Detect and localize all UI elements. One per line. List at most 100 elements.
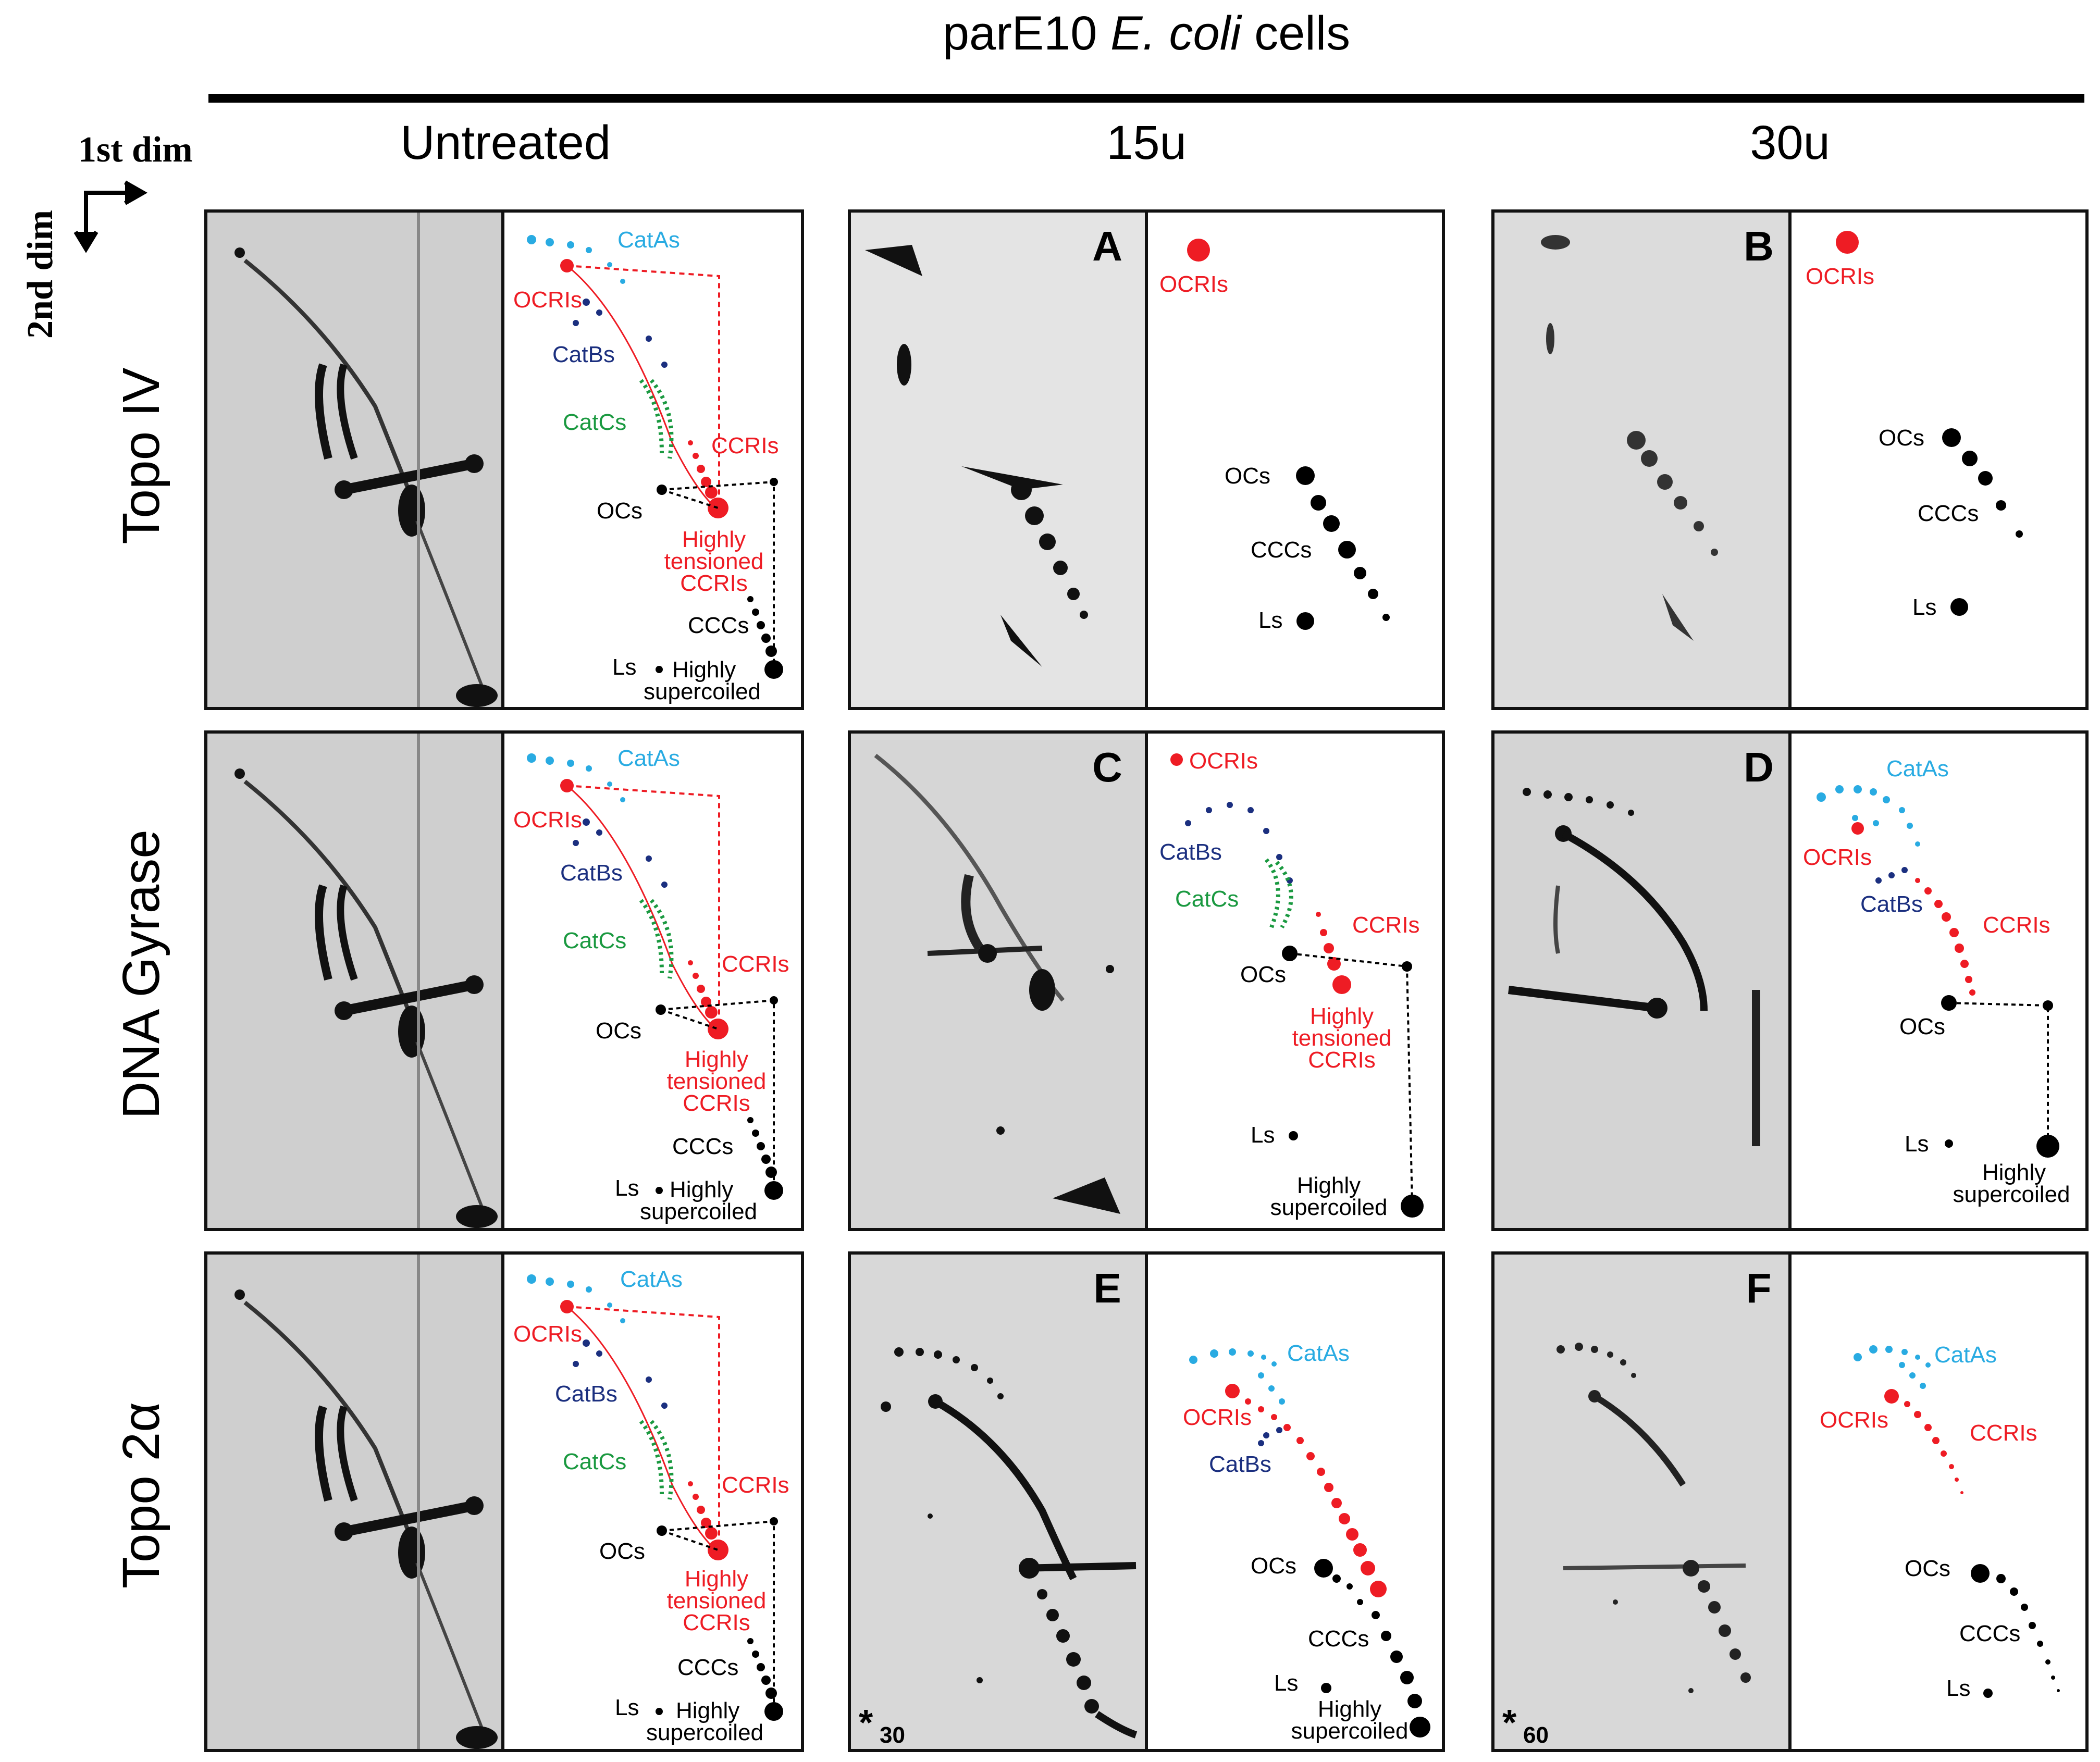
gel-image [849, 211, 1146, 709]
gel-spots [865, 245, 1088, 667]
panel-row3-untreated: CatAs OCRIs CatBs CatCs CCRIs OCs Highly… [204, 1251, 804, 1752]
ocs-label: OCs [1899, 1014, 1945, 1039]
panel-f: F * 60 CatAs OCRIs CCRIs OCs CCCs Ls [1491, 1251, 2089, 1752]
catbs-label: CatBs [552, 342, 615, 367]
figure-title: parE10 E. coli cells [943, 7, 1350, 60]
catbs-label: CatBs [1159, 839, 1222, 865]
diagram-area [1790, 1253, 2087, 1751]
diagram-area [1146, 1253, 1443, 1751]
highly-supercoiled-label: Highly [1297, 1173, 1361, 1198]
diagram: CatAs OCRIs CatBs CatCs CCRIs OCs Highly… [513, 746, 789, 1224]
diagram-area [503, 732, 802, 1230]
ocs-label: OCs [1225, 463, 1270, 489]
panel-letter-a: A [1092, 223, 1122, 269]
highly-supercoiled-label: Highly [1318, 1696, 1381, 1722]
asterisk: * [1502, 1702, 1517, 1743]
diagram-area [503, 1253, 802, 1751]
cccs-label: CCCs [672, 1134, 733, 1159]
dimension-arrows-icon [73, 180, 148, 253]
panel-row1-untreated: CatAs OCRIs CatBs CatCs CCRIs OCs Highly… [204, 209, 804, 710]
column-header-30u: 30u [1750, 116, 1830, 169]
row-header-topo-2a: Topo 2α [112, 1402, 170, 1589]
second-dim-label: 2nd dim [20, 210, 60, 339]
gel-spots [1557, 1343, 1751, 1693]
ls-label: Ls [1274, 1670, 1298, 1696]
ocris-label: OCRIs [513, 287, 582, 313]
star-value-30: 30 [880, 1722, 905, 1748]
catas-series [527, 235, 625, 284]
catas-label: CatAs [1934, 1342, 1997, 1368]
diagram: CatAs OCRIs CatBs CatCs CCRIs OCs Highly… [513, 227, 783, 704]
ccris-label: CCRIs [1983, 912, 2050, 938]
ls-label: Ls [1258, 607, 1282, 633]
ocris-label: OCRIs [1183, 1405, 1252, 1430]
ccris-label: CCRIs [711, 433, 779, 458]
catcs-label: CatCs [563, 928, 626, 953]
panel-letter-d: D [1744, 744, 1774, 790]
ocs-label: OCs [599, 1538, 645, 1564]
panel-e: E * 30 CatAs OCRIs CatBs OCs CCCs Ls Hig… [848, 1251, 1445, 1752]
ccris-label: CCRIs [1970, 1420, 2037, 1446]
tensioned-label: tensioned [1292, 1025, 1392, 1051]
ccris-label-2: CCRIs [683, 1610, 750, 1635]
catas-label: CatAs [620, 1267, 683, 1292]
panel-d: D CatAs OCRIs CatBs CCRIs OCs Ls Highly … [1491, 730, 2089, 1231]
highly-label: Highly [1310, 1003, 1374, 1029]
ocs-cccs-series [1296, 466, 1390, 621]
ccris-label: CCRIs [722, 951, 789, 977]
catbs-series [573, 299, 668, 368]
panel-letter-b: B [1744, 223, 1774, 269]
catas-label: CatAs [1886, 756, 1949, 781]
gel-image [849, 732, 1146, 1230]
supercoiled-label: supercoiled [1270, 1195, 1387, 1220]
catas-label: CatAs [1287, 1341, 1350, 1366]
ocs-cccs-series [1942, 428, 2023, 538]
panel-letter-c: C [1092, 744, 1122, 790]
ls-label: Ls [1912, 594, 1936, 620]
ocris-label: OCRIs [1159, 271, 1228, 297]
catcs-label: CatCs [563, 410, 626, 435]
highly-supercoiled-label: Highly [670, 1177, 733, 1202]
highly-label: Highly [685, 1566, 748, 1592]
panel-letter-e: E [1093, 1265, 1121, 1311]
row-header-dna-gyrase: DNA Gyrase [112, 829, 170, 1119]
ocs-label: OCs [1879, 425, 1924, 451]
cccs-series [747, 596, 783, 679]
ccris-label: CCRIs [722, 1472, 789, 1498]
cccs-label: CCCs [1308, 1626, 1369, 1652]
catcs-label: CatCs [1175, 886, 1239, 912]
ocris-label: OCRIs [1820, 1407, 1888, 1433]
ls-label: Ls [1251, 1122, 1275, 1148]
highly-label: Highly [685, 1047, 748, 1072]
gel-image [206, 1253, 503, 1751]
catbs-label: CatBs [555, 1381, 617, 1407]
ocs-label: OCs [596, 1018, 641, 1044]
panel-a: A OCRIs OCs CCCs Ls [848, 209, 1445, 710]
column-header-untreated: Untreated [400, 116, 611, 169]
catbs-label: CatBs [560, 860, 623, 886]
gel-spots [874, 753, 1120, 1214]
ls-label: Ls [615, 1175, 639, 1201]
ocris-label: OCRIs [1806, 264, 1874, 289]
highly-label: Highly [682, 527, 746, 552]
tensioned-label: tensioned [667, 1069, 767, 1094]
gel-spots [881, 1347, 1138, 1739]
panel-c: C OCRIs CatBs CatCs CCRIs OCs Highly ten… [848, 730, 1445, 1231]
ccris-label-2: CCRIs [683, 1090, 750, 1116]
gel-spots [1508, 788, 1760, 1146]
gel-spots [234, 211, 498, 709]
ccris-label-2: CCRIs [1308, 1047, 1376, 1073]
supercoiled-label: supercoiled [644, 679, 761, 704]
cccs-label: CCCs [1251, 537, 1312, 563]
diagram-area [1146, 211, 1443, 709]
catas-label: CatAs [617, 227, 680, 253]
cccs-label: CCCs [1918, 501, 1979, 526]
gel-image [849, 1253, 1146, 1751]
supercoiled-label: supercoiled [1291, 1718, 1408, 1744]
star-value-60: 60 [1523, 1722, 1549, 1748]
gel-image [1493, 1253, 1790, 1751]
ocris-label: OCRIs [1803, 845, 1872, 870]
ocris-label: OCRIs [1189, 748, 1258, 774]
title-underline [208, 94, 2084, 103]
